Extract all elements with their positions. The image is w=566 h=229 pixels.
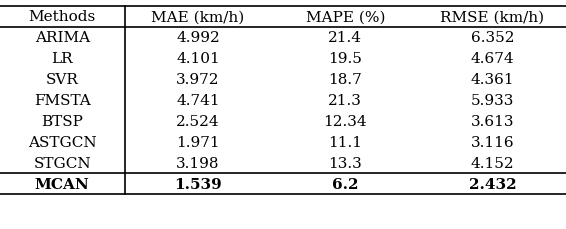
Text: 5.933: 5.933 [471, 94, 514, 108]
Text: 18.7: 18.7 [328, 73, 362, 87]
Text: 2.432: 2.432 [469, 177, 516, 191]
Text: 4.674: 4.674 [470, 52, 514, 66]
Text: BTSP: BTSP [41, 114, 83, 128]
Text: 13.3: 13.3 [328, 156, 362, 170]
Text: 1.539: 1.539 [174, 177, 222, 191]
Text: LR: LR [52, 52, 73, 66]
Text: SVR: SVR [46, 73, 79, 87]
Text: 21.3: 21.3 [328, 94, 362, 108]
Text: 3.116: 3.116 [470, 135, 514, 149]
Text: 3.972: 3.972 [177, 73, 220, 87]
Text: 6.352: 6.352 [471, 31, 514, 45]
Text: 11.1: 11.1 [328, 135, 362, 149]
Text: MCAN: MCAN [35, 177, 89, 191]
Text: 4.992: 4.992 [176, 31, 220, 45]
Text: 3.198: 3.198 [177, 156, 220, 170]
Text: MAE (km/h): MAE (km/h) [152, 10, 245, 24]
Text: 12.34: 12.34 [323, 114, 367, 128]
Text: RMSE (km/h): RMSE (km/h) [440, 10, 544, 24]
Text: FMSTA: FMSTA [34, 94, 91, 108]
Text: MAPE (%): MAPE (%) [306, 10, 385, 24]
Text: ARIMA: ARIMA [35, 31, 90, 45]
Text: 4.741: 4.741 [176, 94, 220, 108]
Text: 3.613: 3.613 [471, 114, 514, 128]
Text: 19.5: 19.5 [328, 52, 362, 66]
Text: 4.101: 4.101 [176, 52, 220, 66]
Text: 4.152: 4.152 [470, 156, 514, 170]
Text: 4.361: 4.361 [470, 73, 514, 87]
Text: Methods: Methods [29, 10, 96, 24]
Text: 21.4: 21.4 [328, 31, 362, 45]
Text: STGCN: STGCN [33, 156, 91, 170]
Text: 1.971: 1.971 [176, 135, 220, 149]
Text: 6.2: 6.2 [332, 177, 358, 191]
Text: ASTGCN: ASTGCN [28, 135, 97, 149]
Text: 2.524: 2.524 [176, 114, 220, 128]
